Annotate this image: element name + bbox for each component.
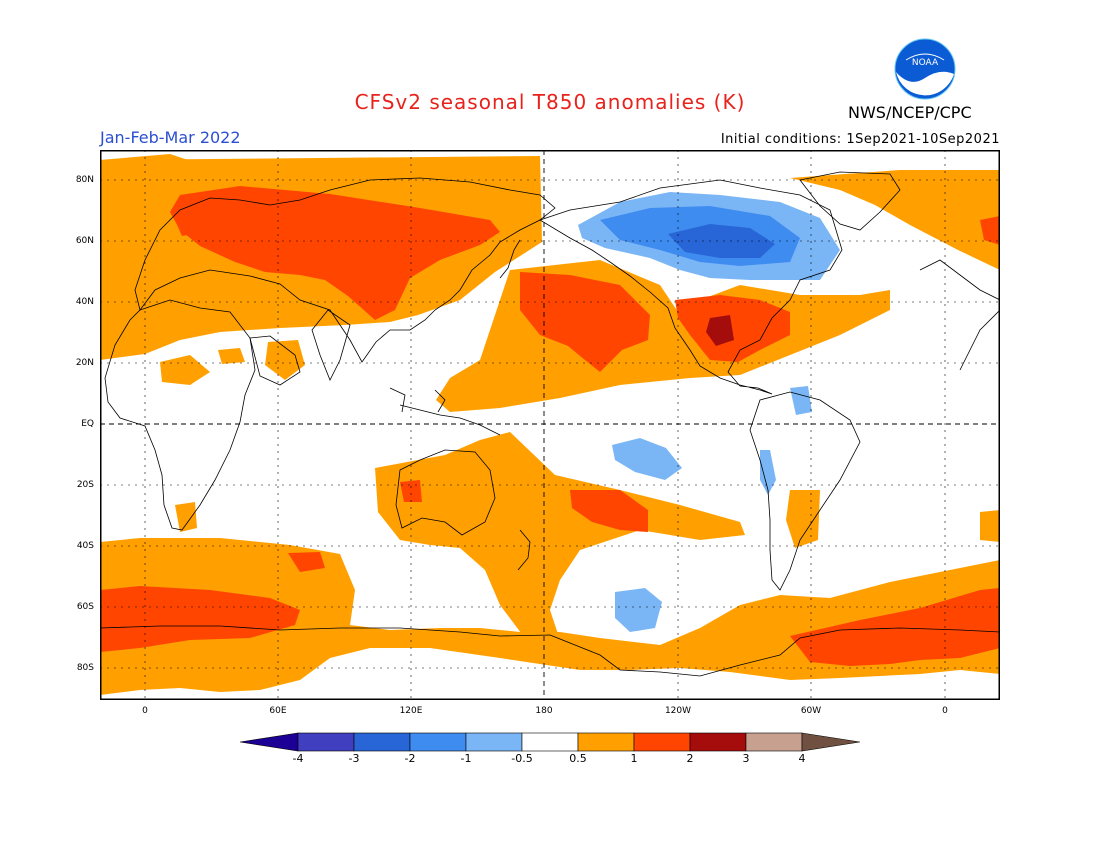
lon-label: 0 bbox=[942, 706, 948, 716]
colorbar-swatch bbox=[297, 732, 355, 752]
coastlines bbox=[100, 171, 1000, 677]
lat-label: 60S bbox=[76, 602, 94, 612]
warm-anomaly-2-layer bbox=[706, 315, 734, 346]
equator-dateline bbox=[100, 150, 1000, 700]
colorbar-swatch bbox=[521, 732, 579, 752]
lon-label: 60E bbox=[269, 706, 287, 716]
lat-label: 40S bbox=[76, 541, 94, 551]
cold-anomaly-layer bbox=[578, 192, 840, 632]
lon-label: 0 bbox=[142, 706, 148, 716]
warm-anomaly-1-layer bbox=[100, 186, 1000, 666]
map-title: CFSv2 seasonal T850 anomalies (K) bbox=[354, 90, 746, 114]
colorbar bbox=[240, 732, 860, 752]
colorbar-label: 0.5 bbox=[569, 752, 587, 765]
lat-label: 60N bbox=[75, 236, 94, 246]
colorbar-swatch bbox=[465, 732, 523, 752]
colorbar-label: 2 bbox=[686, 752, 694, 765]
agency-label: NWS/NCEP/CPC bbox=[848, 103, 972, 122]
colorbar-swatch bbox=[353, 732, 411, 752]
lon-label: 60W bbox=[800, 706, 822, 716]
colorbar-label: -3 bbox=[348, 752, 360, 765]
lon-label: 120W bbox=[664, 706, 692, 716]
colorbar-arrow-high bbox=[801, 732, 860, 752]
colorbar-label: 3 bbox=[742, 752, 750, 765]
lat-label: EQ bbox=[81, 419, 94, 429]
anomaly-map bbox=[100, 150, 1000, 700]
lat-label: 80S bbox=[76, 663, 94, 673]
colorbar-arrow-low bbox=[240, 732, 299, 752]
grid-lines bbox=[100, 150, 1000, 700]
lat-label: 40N bbox=[75, 297, 94, 307]
lon-label: 180 bbox=[535, 706, 553, 716]
lon-label: 120E bbox=[399, 706, 423, 716]
initial-conditions-label: Initial conditions: 1Sep2021-10Sep2021 bbox=[720, 132, 1000, 147]
colorbar-swatch bbox=[577, 732, 635, 752]
colorbar-swatch bbox=[409, 732, 467, 752]
lat-label: 20S bbox=[76, 480, 94, 490]
season-label: Jan-Feb-Mar 2022 bbox=[100, 128, 241, 147]
colorbar-swatch bbox=[633, 732, 691, 752]
colorbar-swatch bbox=[689, 732, 747, 752]
colorbar-label: -4 bbox=[292, 752, 304, 765]
colorbar-label: -0.5 bbox=[511, 752, 533, 765]
lat-label: 20N bbox=[75, 358, 94, 368]
map-frame bbox=[100, 150, 1000, 700]
colorbar-label: 4 bbox=[798, 752, 806, 765]
noaa-logo: NOAA bbox=[894, 38, 956, 100]
colorbar-label: -2 bbox=[404, 752, 416, 765]
noaa-logo-text: NOAA bbox=[912, 58, 939, 68]
colorbar-swatch bbox=[745, 732, 803, 752]
colorbar-label: 1 bbox=[630, 752, 638, 765]
lat-label: 80N bbox=[75, 175, 94, 185]
colorbar-label: -1 bbox=[460, 752, 472, 765]
